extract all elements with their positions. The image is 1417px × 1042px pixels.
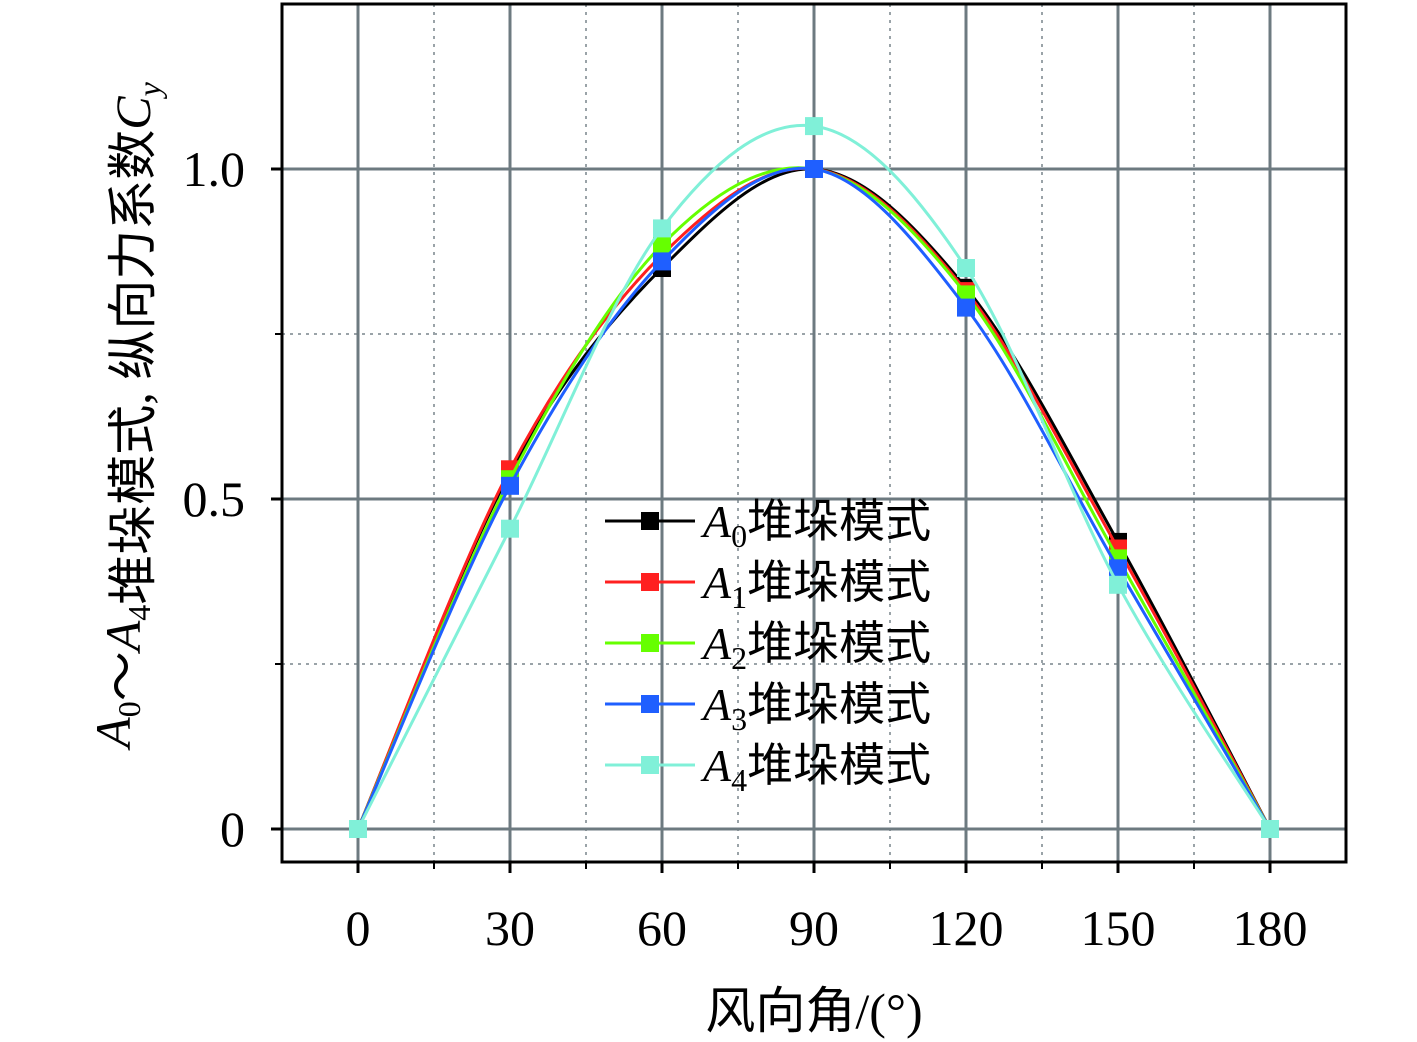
legend-marker xyxy=(641,512,659,530)
data-point xyxy=(501,476,519,495)
legend-marker xyxy=(641,756,659,774)
legend-label: A3堆垛模式 xyxy=(700,679,931,737)
x-tick-label: 0 xyxy=(346,900,371,956)
legend-label: A1堆垛模式 xyxy=(700,557,931,615)
data-point xyxy=(957,259,975,277)
data-point xyxy=(653,219,671,238)
x-axis-title: 风向角/(°) xyxy=(705,983,922,1039)
axis-ticks: 0 30 60 90 120 150 180 0 0.5 1.0 xyxy=(183,141,1308,956)
data-point xyxy=(957,298,975,317)
series-3 xyxy=(349,160,1279,838)
x-tick-label: 90 xyxy=(789,900,839,956)
legend-marker xyxy=(641,695,659,713)
data-point xyxy=(653,235,671,254)
legend-label: A2堆垛模式 xyxy=(700,618,931,676)
data-point xyxy=(805,117,823,136)
x-tick-label: 30 xyxy=(485,900,535,956)
legend-label: A4堆垛模式 xyxy=(700,740,931,798)
y-tick-label: 0 xyxy=(220,801,245,857)
y-tick-label: 1.0 xyxy=(183,141,246,197)
series-4 xyxy=(349,117,1279,838)
y-tick-label: 0.5 xyxy=(183,471,246,527)
x-tick-label: 150 xyxy=(1081,900,1156,956)
legend-label: A0堆垛模式 xyxy=(700,496,931,554)
data-point xyxy=(805,160,823,178)
data-point xyxy=(349,820,367,838)
data-point xyxy=(501,519,519,538)
data-point xyxy=(1109,575,1127,594)
x-tick-label: 120 xyxy=(929,900,1004,956)
plot-series xyxy=(349,117,1279,838)
y-axis-title: A0～A4堆垛模式, 纵向力系数Cy xyxy=(85,81,167,750)
grid xyxy=(282,4,1346,862)
legend-marker xyxy=(641,634,659,652)
x-tick-label: 60 xyxy=(637,900,687,956)
x-tick-label: 180 xyxy=(1233,900,1308,956)
data-point xyxy=(1261,820,1279,838)
data-point xyxy=(1109,559,1127,578)
data-point xyxy=(653,252,671,271)
legend-marker xyxy=(641,573,659,591)
